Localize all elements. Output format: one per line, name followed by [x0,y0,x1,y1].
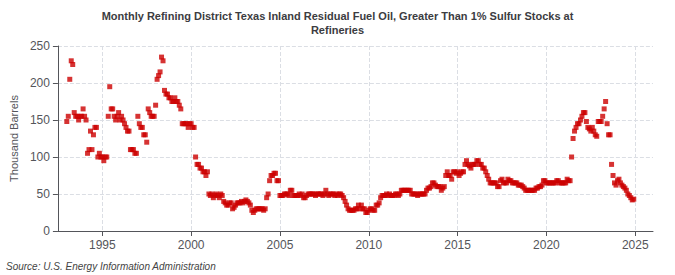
svg-text:100: 100 [30,150,50,164]
svg-text:1995: 1995 [89,238,116,252]
svg-text:2000: 2000 [178,238,205,252]
svg-text:Thousand Barrels: Thousand Barrels [8,95,20,182]
svg-text:50: 50 [37,187,51,201]
svg-text:Monthly Refining District Texa: Monthly Refining District Texas Inland R… [102,10,574,22]
svg-text:150: 150 [30,113,50,127]
svg-text:2025: 2025 [622,238,649,252]
svg-text:2015: 2015 [444,238,471,252]
svg-text:0: 0 [43,224,50,238]
svg-text:250: 250 [30,39,50,53]
svg-text:2005: 2005 [267,238,294,252]
svg-text:200: 200 [30,76,50,90]
svg-text:Refineries: Refineries [311,24,364,36]
svg-text:2010: 2010 [355,238,382,252]
svg-text:Source: U.S. Energy Informatio: Source: U.S. Energy Information Administ… [6,261,216,272]
svg-text:2020: 2020 [533,238,560,252]
